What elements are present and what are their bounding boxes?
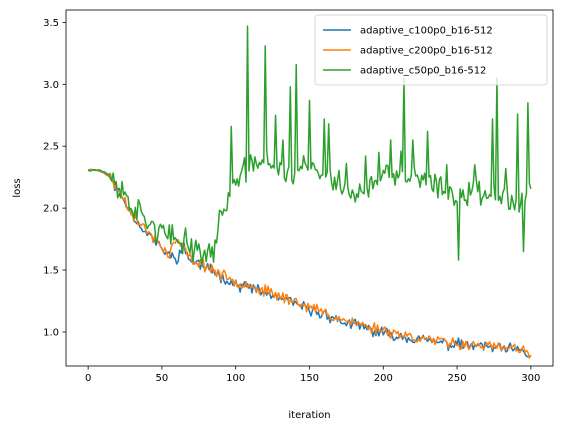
x-tick-label: 300 [521,373,540,384]
series-layer [87,25,532,359]
series-line-2 [87,168,532,359]
x-tick-label: 250 [448,373,467,384]
x-tick-label: 0 [85,373,91,384]
legend-label-2: adaptive_c200p0_b16-512 [360,46,493,57]
y-tick-label: 1.0 [43,327,59,338]
x-tick-label: 100 [226,373,245,384]
legend-label-1: adaptive_c100p0_b16-512 [360,26,493,37]
legend: adaptive_c100p0_b16-512 adaptive_c200p0_b… [314,14,548,86]
x-tick-label: 200 [374,373,393,384]
x-tick-label: 150 [300,373,319,384]
y-tick-label: 3.0 [43,80,59,91]
legend-box [314,14,548,86]
y-tick-label: 2.5 [43,142,59,153]
y-axis-label: loss [12,178,23,197]
y-axis: 1.0 1.5 2.0 2.5 3.0 3.5 [43,18,66,338]
y-tick-label: 3.5 [43,18,59,29]
series-line-3 [87,25,532,265]
x-tick-label: 50 [156,373,169,384]
x-axis: 0 50 100 150 200 250 300 [85,366,540,384]
y-tick-label: 1.5 [43,266,59,277]
x-axis-label: iteration [288,410,330,421]
legend-label-3: adaptive_c50p0_b16-512 [360,66,486,77]
y-tick-label: 2.0 [43,204,59,215]
